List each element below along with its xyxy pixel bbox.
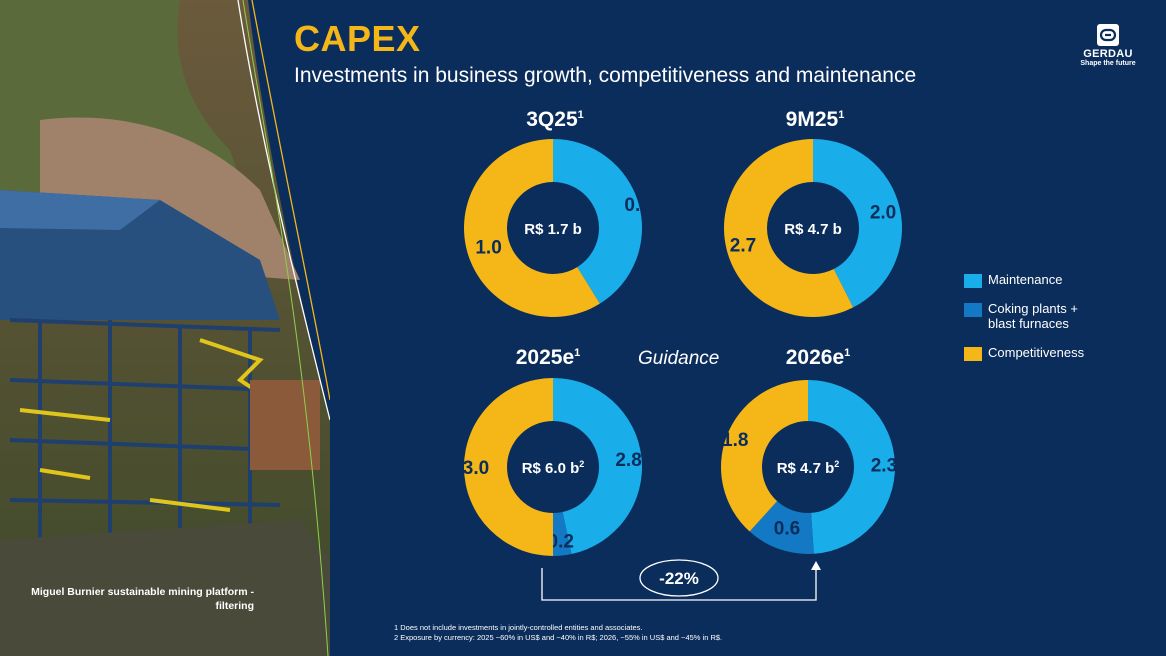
- donut-center-total: R$ 4.7 b2: [777, 459, 840, 477]
- slice-value-label: 0.7: [624, 195, 650, 216]
- slice-value-label: 3.0: [463, 458, 489, 479]
- legend-swatch-maintenance: [964, 274, 982, 288]
- slice-value-label: 1.0: [475, 237, 501, 258]
- legend-label: Competitiveness: [988, 345, 1084, 360]
- arrowhead-icon: [811, 561, 821, 570]
- legend-item-competitiveness: Competitiveness: [964, 345, 1098, 360]
- comparison-change-label: -22%: [659, 569, 699, 588]
- footnotes: 1 Does not include investments in jointl…: [394, 623, 722, 643]
- legend-label: Coking plants + blast furnaces: [988, 301, 1078, 331]
- footnote-2: 2 Exposure by currency: 2025 ~60% in US$…: [394, 633, 722, 643]
- slice-value-label: 2.3: [871, 455, 897, 476]
- slice-value-label: 0.6: [774, 518, 800, 539]
- legend-swatch-competitiveness: [964, 347, 982, 361]
- legend-item-maintenance: Maintenance: [964, 272, 1098, 287]
- slice-value-label: 2.7: [730, 236, 756, 257]
- slice-value-label: 2.8: [615, 450, 641, 471]
- legend-swatch-coking: [964, 303, 982, 317]
- footnote-1: 1 Does not include investments in jointl…: [394, 623, 722, 633]
- donut-center-total: R$ 4.7 b: [784, 221, 842, 238]
- chart-legend: Maintenance Coking plants + blast furnac…: [964, 272, 1098, 374]
- slice-value-label: 2.0: [870, 202, 896, 223]
- slice-value-label: 1.8: [722, 430, 748, 451]
- slide: Miguel Burnier sustainable mining platfo…: [0, 0, 1166, 656]
- donut-center-total: R$ 1.7 b: [524, 221, 582, 238]
- legend-item-coking: Coking plants + blast furnaces: [964, 301, 1098, 331]
- donut-center-total: R$ 6.0 b2: [522, 459, 585, 477]
- legend-label: Maintenance: [988, 272, 1062, 287]
- donut-slice-competitiveness: [721, 380, 808, 532]
